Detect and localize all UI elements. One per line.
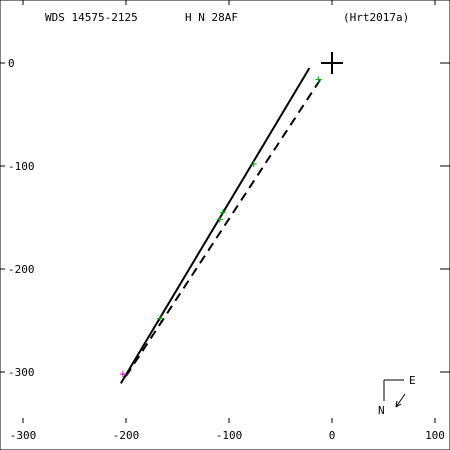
- compass-east-label: E: [409, 374, 416, 387]
- observation-point: [250, 160, 257, 167]
- observation-point: [315, 76, 322, 83]
- trend-lines: [119, 67, 323, 384]
- motion-arrow-head-b: [395, 403, 402, 408]
- compass-north-label: N: [378, 404, 385, 417]
- motion-arrow-head-a: [395, 400, 398, 408]
- motion-arrow-shaft: [395, 393, 406, 408]
- observation-point: [216, 216, 223, 223]
- y-tick-label: -100: [8, 160, 35, 173]
- y-tick-label: -300: [8, 366, 35, 379]
- observation-point: [219, 209, 226, 216]
- x-tick-label: -200: [113, 429, 140, 442]
- primary-star-marker: [321, 52, 343, 74]
- reference-label: (Hrt2017a): [343, 11, 409, 24]
- observation-point: [119, 371, 126, 378]
- solid-fit-line: [119, 67, 311, 384]
- x-tick-label: 0: [329, 429, 336, 442]
- x-tick-label: -300: [10, 429, 37, 442]
- discoverer-label: H N 28AF: [185, 11, 238, 24]
- y-tick-label: 0: [8, 57, 15, 70]
- wds-id-label: WDS 14575-2125: [45, 11, 138, 24]
- compass: E N: [378, 374, 416, 417]
- observation-points: [119, 76, 322, 378]
- y-tick-label: -200: [8, 263, 35, 276]
- x-tick-label: -100: [216, 429, 243, 442]
- x-tick-label: 100: [425, 429, 445, 442]
- observation-point: [156, 315, 163, 322]
